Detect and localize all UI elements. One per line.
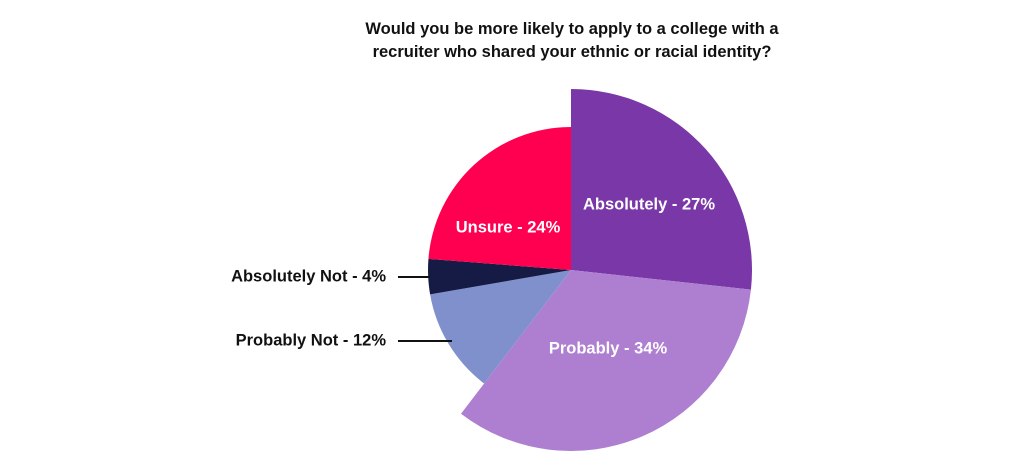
chart-title-line-2: recruiter who shared your ethnic or raci… [372, 43, 772, 61]
pie-slices [428, 89, 753, 452]
pie-slice-probably-not [430, 270, 571, 384]
pie-slice-probably [461, 270, 751, 452]
slice-label-absolutely-not: Absolutely Not - 4% [231, 267, 386, 285]
chart-title: Would you be more likely to apply to a c… [312, 18, 832, 64]
slice-label-probably: Probably - 34% [549, 339, 668, 357]
slice-label-absolutely: Absolutely - 27% [583, 195, 715, 213]
pie-slice-absolutely-not [428, 258, 571, 295]
pie-slice-unsure [428, 127, 571, 270]
chart-title-line-1: Would you be more likely to apply to a c… [365, 20, 779, 38]
slice-label-unsure: Unsure - 24% [456, 218, 561, 236]
pie-slice-absolutely [571, 89, 753, 290]
pie-labels: Absolutely - 27% Probably - 34% Probably N… [231, 195, 715, 357]
slice-label-probably-not: Probably Not - 12% [236, 331, 387, 349]
